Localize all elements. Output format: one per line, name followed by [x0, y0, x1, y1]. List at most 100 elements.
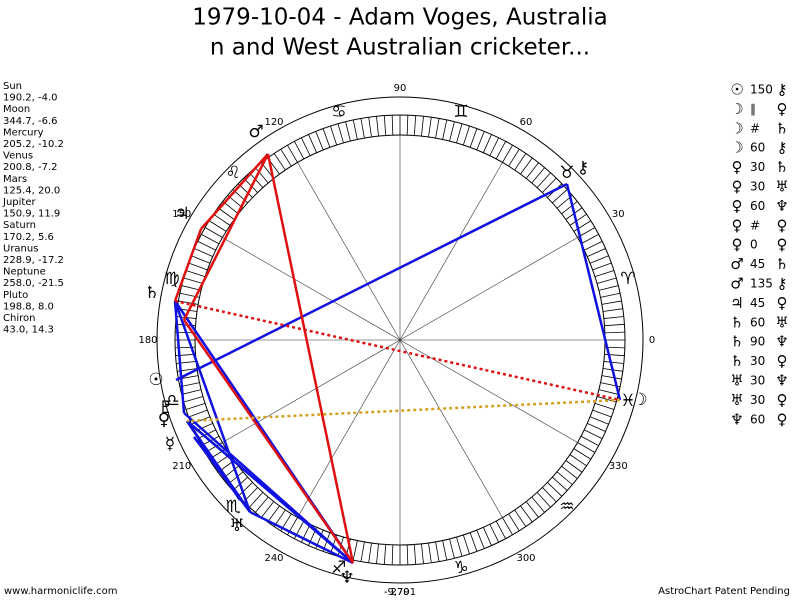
aspect-line [183, 412, 354, 564]
ring-hash [573, 448, 592, 460]
ring-hash [287, 144, 298, 163]
aspect-type: 135 [750, 277, 773, 291]
planet-position: 198.8, 8.0 [3, 301, 54, 312]
ring-hash [249, 492, 264, 508]
ring-hash [352, 540, 358, 561]
aspect-line [175, 182, 568, 382]
aspect-line [173, 300, 252, 513]
aspect-planet: ♀ [777, 236, 788, 254]
ring-hash [495, 520, 506, 539]
zodiac-sign: ♍ [164, 269, 179, 289]
planet-name: Moon [3, 104, 30, 115]
ring-hash [587, 248, 606, 257]
aspect-planet: ♀ [777, 352, 788, 370]
aspect-planet: ♅ [775, 313, 788, 331]
ring-hash [592, 409, 612, 418]
zodiac-sign: ♏ [225, 497, 240, 517]
ring-hash [197, 241, 216, 251]
planet-glyph: ♅ [229, 516, 244, 536]
ring-hash [536, 172, 551, 188]
ring-hash [525, 501, 539, 518]
planet-glyph: ☽ [632, 390, 647, 410]
outer-circle [156, 96, 644, 584]
aspect-planet: ♀ [732, 178, 743, 196]
aspect-type: 30 [750, 180, 765, 194]
zodiac-sign: ♋ [331, 102, 346, 122]
wheel: 0 30 60 90 120 150 180 210 240 270 300 330 ♈ ♉ ♊ ♋ ♌ ♍ ♎ ♏ ♐… [138, 83, 655, 598]
aspect-planet: ♆ [775, 333, 788, 351]
ring-hash [552, 189, 568, 204]
ring-hash [556, 471, 573, 485]
spoke [222, 237, 401, 341]
ring-hash [449, 121, 455, 142]
ring-hash [483, 527, 492, 546]
planet-name: Pluto [3, 290, 28, 301]
aspect-planet: ☉ [730, 81, 743, 99]
ring-hash [191, 255, 211, 264]
aspect-planet: ♄ [775, 255, 788, 273]
ring-hash [601, 300, 622, 305]
aspect-planet: ⚷ [777, 81, 788, 99]
aspect-type: 30 [750, 374, 765, 388]
ring-hash [502, 517, 513, 536]
ring-hash [181, 389, 202, 395]
planet-name: Sun [3, 81, 22, 92]
planet-position: 190.2, -4.0 [3, 93, 58, 104]
ring-hash [552, 476, 568, 491]
aspect-type: # [750, 218, 760, 232]
degree-label: 330 [609, 461, 628, 472]
ring-hash [301, 137, 311, 156]
ring-hash [489, 137, 499, 156]
ring-hash [573, 220, 592, 232]
aspect-type: 90 [750, 335, 765, 349]
ring-hash [413, 544, 417, 565]
aspect-planet: ♅ [775, 178, 788, 196]
planet-name: Venus [3, 151, 33, 162]
aspect-planet: ♃ [730, 294, 743, 312]
planet-position: 228.9, -17.2 [3, 255, 64, 266]
zodiac-sign: ♒ [559, 497, 574, 517]
planet-glyph: ♃ [174, 204, 189, 224]
aspect-type: 45 [750, 257, 765, 271]
aspect-planet: ♅ [730, 372, 743, 390]
ring-hash [368, 117, 372, 138]
ring-hash [587, 423, 606, 432]
planet-position: 170.2, 5.6 [3, 232, 54, 243]
aspect-planet: ♅ [730, 391, 743, 409]
ring-hash [337, 123, 344, 144]
planet-position: 205.2, -10.2 [3, 139, 64, 150]
ring-hash [592, 262, 612, 271]
ring-hash [243, 177, 258, 193]
degree-label: 90 [394, 83, 407, 94]
aspect-type: 30 [750, 354, 765, 368]
ring-hash [577, 442, 596, 453]
ring-hash [561, 465, 578, 479]
footer-right: AstroChart Patent Pending [658, 586, 790, 597]
planet-glyph: ♄ [144, 283, 159, 303]
ring-hash [201, 234, 220, 245]
aspect-planet: ☽ [730, 119, 743, 137]
ring-hash [514, 509, 527, 527]
title-line: n and West Australian cricketer... [210, 35, 590, 61]
ring-hash [183, 396, 204, 403]
aspect-planet: ♀ [777, 391, 788, 409]
aspect-planet: ☽ [730, 139, 743, 157]
ring-hash [421, 116, 424, 137]
ring-hash [602, 308, 623, 312]
ring-hash [179, 382, 200, 388]
ring-hash [547, 482, 563, 497]
planet-glyph: ☉ [148, 370, 163, 390]
ring-hash [391, 115, 394, 136]
ring-hash [589, 255, 609, 264]
ring-hash [421, 543, 424, 564]
ring-hash [456, 123, 463, 144]
ring-hash [315, 131, 324, 151]
planet-glyph: ♆ [339, 568, 354, 588]
ring-hash [589, 416, 609, 425]
ring-hash [406, 115, 409, 136]
spoke [399, 339, 578, 443]
zodiac-sign: ♑ [453, 558, 468, 578]
ring-hash [483, 134, 492, 153]
aspect-planet: ♄ [730, 313, 743, 331]
ring-hash [273, 153, 286, 171]
